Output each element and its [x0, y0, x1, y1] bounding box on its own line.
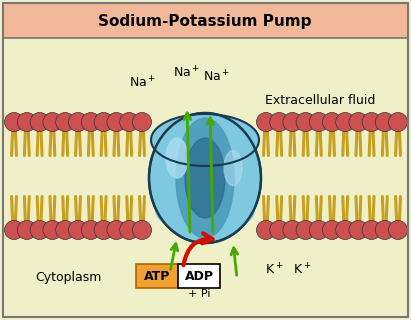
Circle shape: [30, 220, 49, 239]
Ellipse shape: [149, 113, 261, 243]
Circle shape: [256, 113, 275, 132]
Circle shape: [107, 220, 126, 239]
Circle shape: [362, 113, 381, 132]
Text: Cytoplasm: Cytoplasm: [35, 271, 101, 284]
Ellipse shape: [176, 118, 234, 238]
Circle shape: [94, 220, 113, 239]
Text: ATP: ATP: [144, 269, 170, 283]
Circle shape: [107, 113, 126, 132]
Circle shape: [56, 113, 75, 132]
Circle shape: [309, 113, 328, 132]
Circle shape: [56, 220, 75, 239]
Circle shape: [120, 220, 139, 239]
Circle shape: [309, 220, 328, 239]
Text: Na$^+$: Na$^+$: [203, 70, 231, 85]
Circle shape: [349, 113, 368, 132]
Circle shape: [296, 113, 315, 132]
Circle shape: [17, 220, 36, 239]
Ellipse shape: [155, 186, 255, 234]
Text: Sodium-Potassium Pump: Sodium-Potassium Pump: [98, 13, 312, 28]
Ellipse shape: [151, 114, 259, 166]
Circle shape: [375, 220, 394, 239]
Circle shape: [388, 220, 407, 239]
Circle shape: [132, 220, 152, 239]
Ellipse shape: [224, 150, 242, 186]
Circle shape: [283, 113, 302, 132]
Circle shape: [349, 220, 368, 239]
Text: Extracellular fluid: Extracellular fluid: [265, 93, 375, 107]
Circle shape: [43, 220, 62, 239]
Bar: [3, 3, 408, 38]
Circle shape: [94, 113, 113, 132]
Text: + Pi: + Pi: [188, 289, 210, 299]
FancyBboxPatch shape: [136, 264, 178, 288]
FancyBboxPatch shape: [178, 264, 220, 288]
Circle shape: [69, 220, 88, 239]
Circle shape: [362, 220, 381, 239]
Circle shape: [120, 113, 139, 132]
Circle shape: [69, 113, 88, 132]
Circle shape: [81, 220, 100, 239]
Text: Na$^+$: Na$^+$: [173, 66, 201, 81]
Text: K$^+$: K$^+$: [293, 263, 312, 278]
Circle shape: [5, 220, 23, 239]
Circle shape: [388, 113, 407, 132]
Text: Na$^+$: Na$^+$: [129, 76, 157, 91]
Circle shape: [323, 220, 342, 239]
Ellipse shape: [185, 138, 225, 218]
Circle shape: [323, 113, 342, 132]
Circle shape: [256, 220, 275, 239]
Circle shape: [296, 220, 315, 239]
Circle shape: [17, 113, 36, 132]
Circle shape: [336, 113, 355, 132]
Circle shape: [43, 113, 62, 132]
Ellipse shape: [166, 138, 188, 178]
Circle shape: [270, 113, 289, 132]
Text: ADP: ADP: [185, 269, 213, 283]
Text: K$^+$: K$^+$: [265, 263, 284, 278]
Circle shape: [132, 113, 152, 132]
Circle shape: [336, 220, 355, 239]
Circle shape: [270, 220, 289, 239]
Circle shape: [30, 113, 49, 132]
Circle shape: [375, 113, 394, 132]
Circle shape: [5, 113, 23, 132]
Circle shape: [81, 113, 100, 132]
Circle shape: [283, 220, 302, 239]
